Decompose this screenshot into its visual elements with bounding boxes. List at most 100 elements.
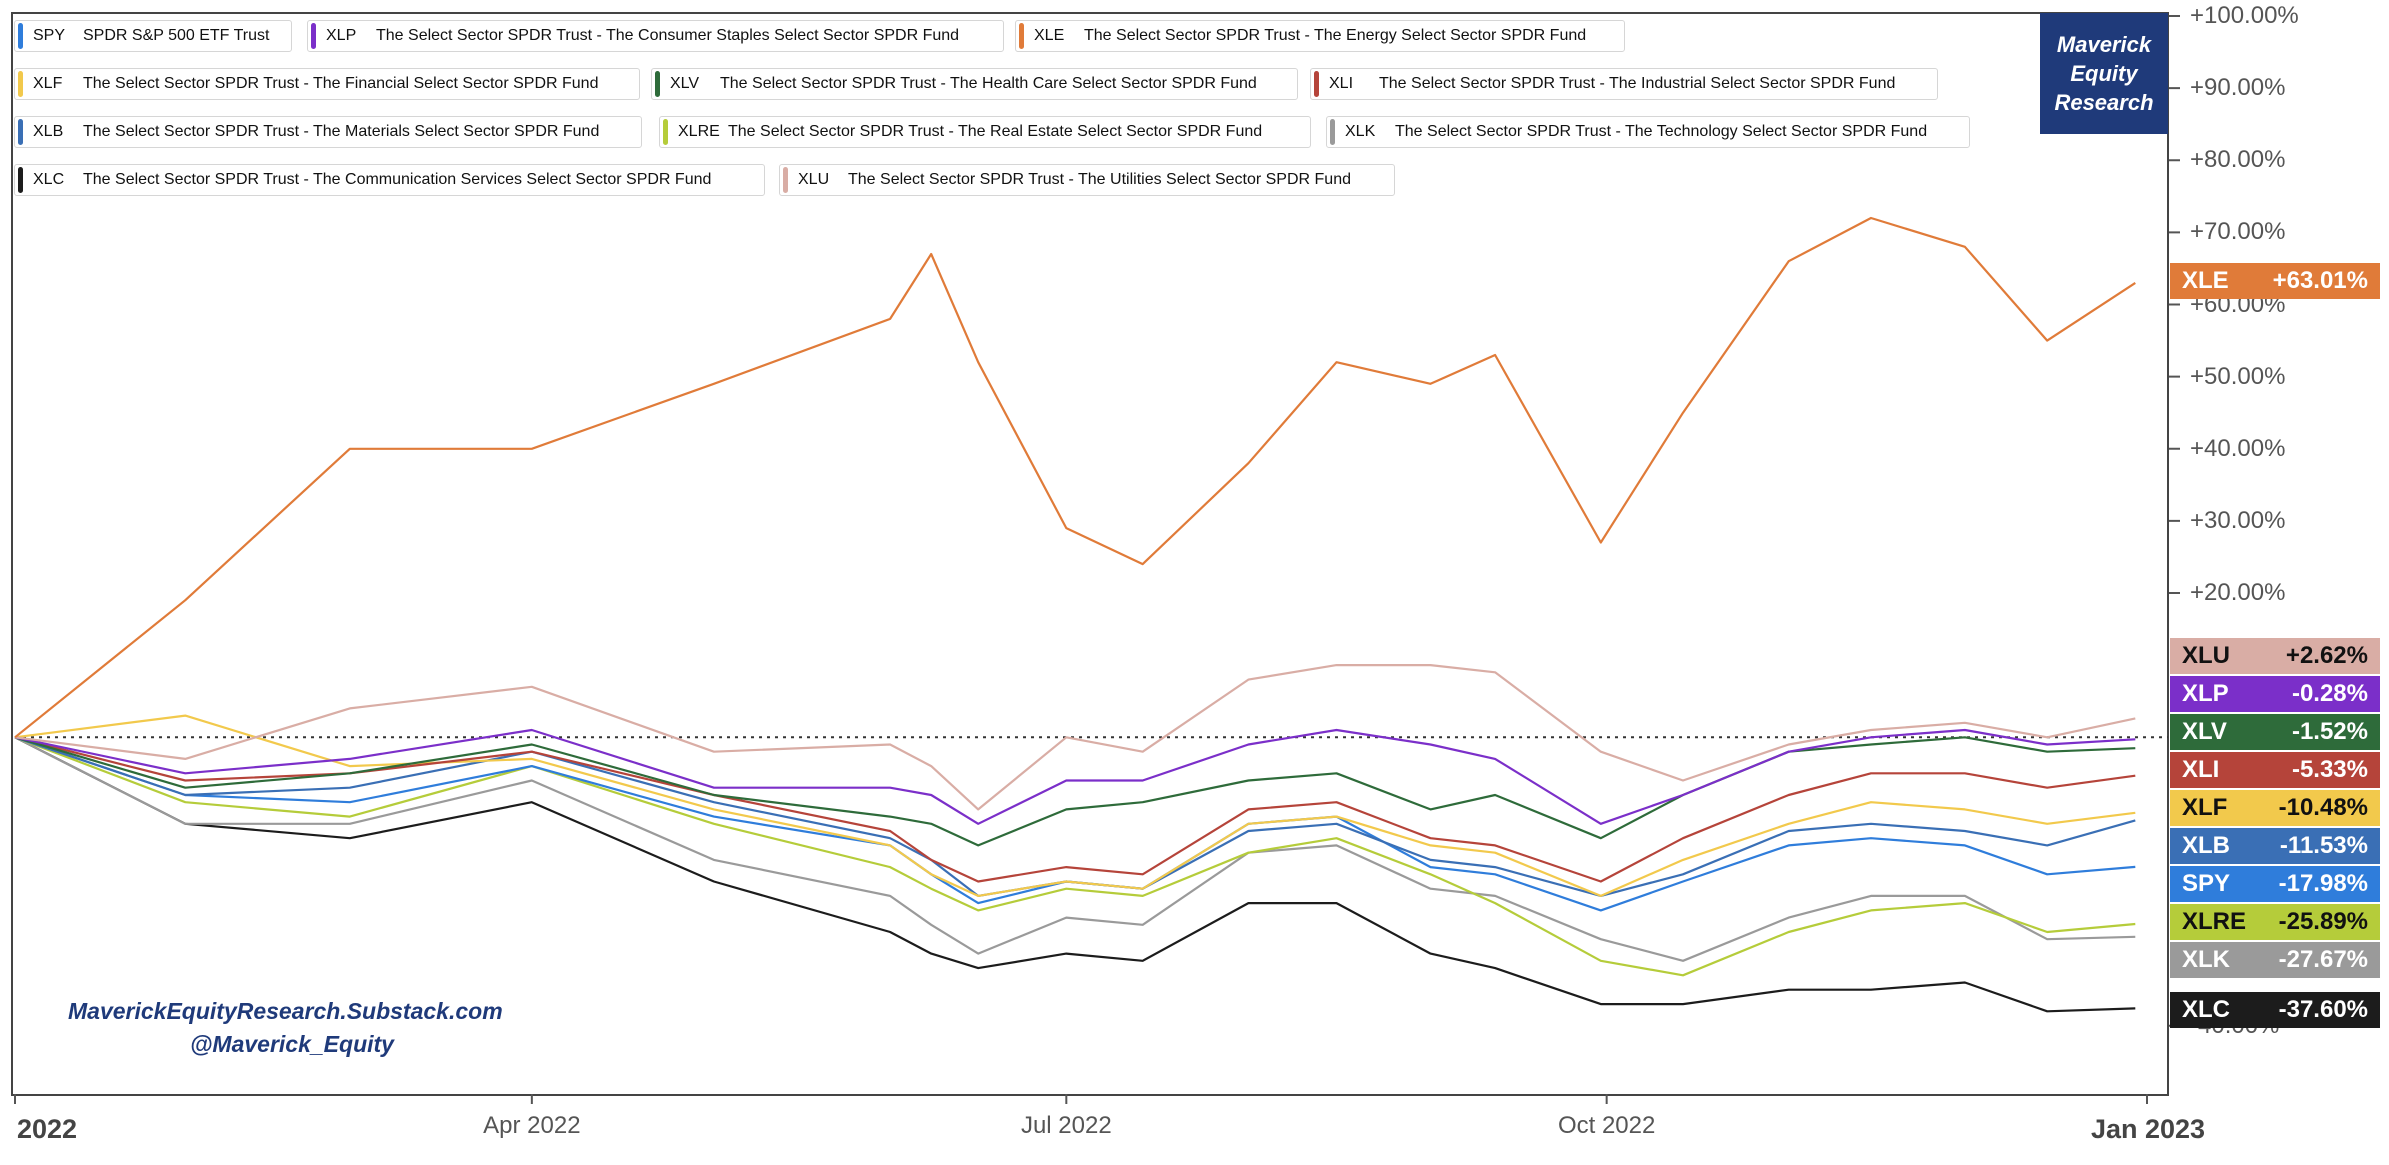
y-tick-label: +100.00% [2190, 2, 2299, 29]
legend-swatch [18, 119, 23, 145]
legend-name: SPDR S&P 500 ETF Trust [83, 27, 270, 44]
end-label-symbol: XLF [2182, 794, 2228, 821]
legend-swatch [18, 23, 23, 49]
end-label-xli: XLI -5.33% [2170, 752, 2380, 788]
legend-item-xlf[interactable]: XLF The Select Sector SPDR Trust - The Fi… [14, 68, 640, 100]
legend-swatch [311, 23, 316, 49]
end-label-xlk: XLK -27.67% [2170, 942, 2380, 978]
end-label-xlre: XLRE -25.89% [2170, 904, 2380, 940]
legend-symbol: XLU [798, 171, 830, 188]
end-label-value: +2.62% [2285, 642, 2368, 669]
brand-line-2: Equity [2070, 61, 2138, 86]
legend-swatch [18, 167, 23, 193]
x-tick-label: Oct 2022 [1557, 1112, 1656, 1139]
legend-symbol: XLRE [678, 123, 720, 140]
legend-symbol: XLC [33, 171, 65, 188]
legend-swatch [655, 71, 660, 97]
y-tick-label: +70.00% [2190, 218, 2286, 246]
legend-item-xlre[interactable]: XLRE The Select Sector SPDR Trust - The R… [659, 116, 1311, 148]
end-label-value: -17.98% [2278, 870, 2368, 897]
end-label-xlc: XLC -37.60% [2170, 992, 2380, 1028]
legend-name: The Select Sector SPDR Trust - The Techn… [1395, 123, 1928, 140]
legend-name: The Select Sector SPDR Trust - The Mater… [83, 123, 600, 140]
end-label-symbol: XLI [2182, 756, 2220, 783]
legend-item-xlv[interactable]: XLV The Select Sector SPDR Trust - The He… [651, 68, 1298, 100]
legend-swatch [1314, 71, 1319, 97]
legend-name: The Select Sector SPDR Trust - The Healt… [720, 75, 1257, 92]
series-line-xlv [14, 736, 2136, 847]
series-line-xlf [14, 714, 2136, 898]
end-label-symbol: XLV [2182, 718, 2227, 745]
legend-swatch [663, 119, 668, 145]
legend-symbol: XLB [33, 123, 64, 140]
end-label-value: -5.33% [2291, 756, 2368, 783]
end-label-value: -37.60% [2278, 996, 2368, 1023]
end-label-spy: SPY -17.98% [2170, 866, 2380, 902]
legend-item-xlk[interactable]: XLK The Select Sector SPDR Trust - The Te… [1326, 116, 1970, 148]
legend-swatch [783, 167, 788, 193]
end-label-value: -11.53% [2279, 832, 2368, 859]
legend-item-xlc[interactable]: XLC The Select Sector SPDR Trust - The Co… [14, 164, 765, 196]
watermark-site: MaverickEquityResearch.Substack.com [68, 998, 503, 1024]
legend-symbol: XLF [33, 75, 63, 92]
end-label-xlp: XLP -0.28% [2170, 676, 2380, 712]
end-label-xlv: XLV -1.52% [2170, 714, 2380, 750]
legend-symbol: XLE [1034, 27, 1065, 44]
legend-symbol: SPY [33, 27, 66, 44]
end-label-value: -0.28% [2291, 680, 2368, 707]
end-label-symbol: XLC [2182, 996, 2230, 1023]
end-label-value: -1.52% [2291, 718, 2368, 745]
legend-name: The Select Sector SPDR Trust - The Finan… [83, 75, 599, 92]
legend-item-spy[interactable]: SPY SPDR S&P 500 ETF Trust [14, 20, 292, 52]
series-line-xlre [14, 736, 2136, 977]
x-tick-label: Jan 2023 [2090, 1114, 2206, 1144]
end-label-xle: XLE +63.01% [2170, 262, 2380, 299]
brand-line-1: Maverick [2056, 32, 2152, 57]
y-tick-label: +90.00% [2190, 74, 2286, 102]
series-line-xlk [14, 736, 2136, 962]
x-tick-label: Apr 2022 [483, 1112, 581, 1139]
legend-symbol: XLK [1345, 123, 1376, 140]
legend-name: The Select Sector SPDR Trust - The Consu… [376, 27, 960, 44]
legend-name: The Select Sector SPDR Trust - The Real … [728, 123, 1263, 140]
legend-item-xlb[interactable]: XLB The Select Sector SPDR Trust - The Ma… [14, 116, 642, 148]
end-label-symbol: XLU [2182, 642, 2230, 669]
x-tick-label: 2022 [16, 1114, 78, 1144]
series-line-xlc [14, 736, 2136, 1013]
y-tick-label: +50.00% [2190, 362, 2286, 390]
legend-swatch [1019, 23, 1024, 49]
legend-item-xlp[interactable]: XLP The Select Sector SPDR Trust - The Co… [307, 20, 1004, 52]
end-label-symbol: XLRE [2182, 908, 2247, 935]
plot-frame [11, 12, 2169, 1096]
series-line-xlu [14, 663, 2136, 811]
end-label-symbol: XLE [2182, 266, 2229, 294]
watermark-handle: @Maverick_Equity [190, 1031, 394, 1057]
legend-swatch [18, 71, 23, 97]
legend-symbol: XLV [670, 75, 700, 92]
legend-name: The Select Sector SPDR Trust - The Commu… [83, 171, 712, 188]
legend-name: The Select Sector SPDR Trust - The Energ… [1084, 27, 1587, 44]
end-label-value: -10.48% [2278, 794, 2368, 821]
y-tick-label: +30.00% [2190, 506, 2286, 534]
series-line-xlp [14, 728, 2136, 825]
brand-logo: Maverick Equity Research [2040, 13, 2168, 134]
series-line-xlb [14, 736, 2136, 898]
end-label-xlf: XLF -10.48% [2170, 790, 2380, 826]
brand-line-3: Research [2054, 90, 2154, 115]
end-label-symbol: XLP [2182, 680, 2229, 707]
legend-item-xli[interactable]: XLI The Select Sector SPDR Trust - The In… [1310, 68, 1938, 100]
y-tick-label: +40.00% [2190, 434, 2286, 462]
end-label-value: -27.67% [2278, 946, 2368, 973]
legend-item-xlu[interactable]: XLU The Select Sector SPDR Trust - The Ut… [779, 164, 1395, 196]
end-label-symbol: SPY [2182, 870, 2231, 897]
legend-name: The Select Sector SPDR Trust - The Indus… [1379, 75, 1896, 92]
y-tick-label: +80.00% [2190, 146, 2286, 174]
legend-name: The Select Sector SPDR Trust - The Utili… [848, 171, 1351, 188]
end-label-xlu: XLU +2.62% [2170, 638, 2380, 674]
end-label-value: -25.89% [2278, 908, 2368, 935]
series-line-xli [14, 736, 2136, 883]
legend-item-xle[interactable]: XLE The Select Sector SPDR Trust - The En… [1015, 20, 1625, 52]
legend-symbol: XLI [1329, 75, 1354, 92]
y-tick-label: +20.00% [2190, 579, 2286, 606]
